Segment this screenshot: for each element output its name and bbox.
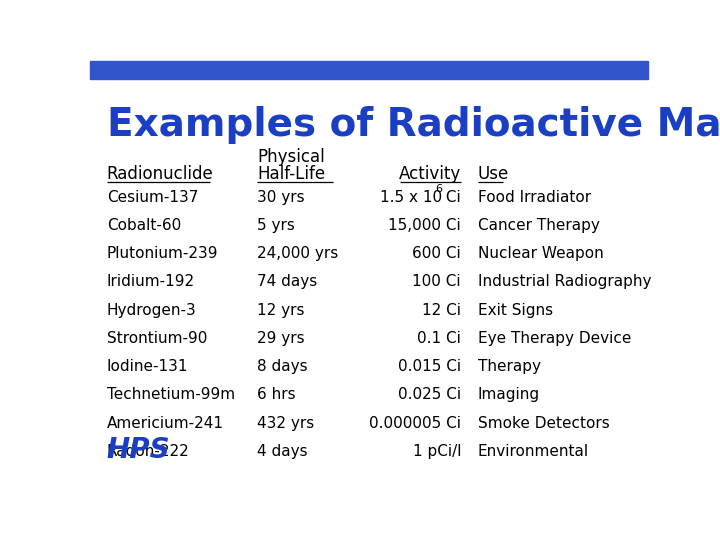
Text: 6: 6 — [435, 184, 442, 194]
Text: Radionuclide: Radionuclide — [107, 165, 214, 184]
Text: Technetium-99m: Technetium-99m — [107, 388, 235, 402]
Text: Nuclear Weapon: Nuclear Weapon — [478, 246, 603, 261]
Text: 30 yrs: 30 yrs — [258, 190, 305, 205]
Text: Food Irradiator: Food Irradiator — [478, 190, 591, 205]
Text: 6 hrs: 6 hrs — [258, 388, 296, 402]
Text: 15,000 Ci: 15,000 Ci — [388, 218, 461, 233]
Text: Ci: Ci — [441, 190, 461, 205]
Text: 0.1 Ci: 0.1 Ci — [417, 331, 461, 346]
Text: Hydrogen-3: Hydrogen-3 — [107, 302, 197, 318]
Text: 12 Ci: 12 Ci — [422, 302, 461, 318]
Text: Smoke Detectors: Smoke Detectors — [478, 416, 610, 431]
Text: Physical: Physical — [258, 148, 325, 166]
Text: 74 days: 74 days — [258, 274, 318, 289]
Text: Strontium-90: Strontium-90 — [107, 331, 207, 346]
Text: 24,000 yrs: 24,000 yrs — [258, 246, 338, 261]
Text: 12 yrs: 12 yrs — [258, 302, 305, 318]
Text: 1.5 x 10: 1.5 x 10 — [380, 190, 442, 205]
Text: HPS: HPS — [107, 436, 171, 464]
Text: Imaging: Imaging — [478, 388, 540, 402]
Text: Americium-241: Americium-241 — [107, 416, 224, 431]
Text: Industrial Radiography: Industrial Radiography — [478, 274, 652, 289]
FancyBboxPatch shape — [90, 60, 648, 79]
Text: 0.025 Ci: 0.025 Ci — [398, 388, 461, 402]
Text: Iridium-192: Iridium-192 — [107, 274, 195, 289]
Text: 600 Ci: 600 Ci — [413, 246, 461, 261]
Text: Use: Use — [478, 165, 509, 184]
Text: 1 pCi/l: 1 pCi/l — [413, 444, 461, 459]
Text: 100 Ci: 100 Ci — [413, 274, 461, 289]
Text: 8 days: 8 days — [258, 359, 308, 374]
Text: 0.000005 Ci: 0.000005 Ci — [369, 416, 461, 431]
Text: Cancer Therapy: Cancer Therapy — [478, 218, 600, 233]
Text: Cesium-137: Cesium-137 — [107, 190, 198, 205]
Text: Radon-222: Radon-222 — [107, 444, 189, 459]
Text: Environmental: Environmental — [478, 444, 589, 459]
Text: Half-Life: Half-Life — [258, 165, 325, 184]
Text: Iodine-131: Iodine-131 — [107, 359, 188, 374]
Text: 0.015 Ci: 0.015 Ci — [398, 359, 461, 374]
Text: Plutonium-239: Plutonium-239 — [107, 246, 218, 261]
Text: Cobalt-60: Cobalt-60 — [107, 218, 181, 233]
Text: Exit Signs: Exit Signs — [478, 302, 553, 318]
Text: Eye Therapy Device: Eye Therapy Device — [478, 331, 631, 346]
Text: 432 yrs: 432 yrs — [258, 416, 315, 431]
Text: Activity: Activity — [399, 165, 461, 184]
Text: Examples of Radioactive Materials: Examples of Radioactive Materials — [107, 106, 720, 144]
Text: Therapy: Therapy — [478, 359, 541, 374]
Text: 4 days: 4 days — [258, 444, 308, 459]
Text: 29 yrs: 29 yrs — [258, 331, 305, 346]
Text: 5 yrs: 5 yrs — [258, 218, 295, 233]
